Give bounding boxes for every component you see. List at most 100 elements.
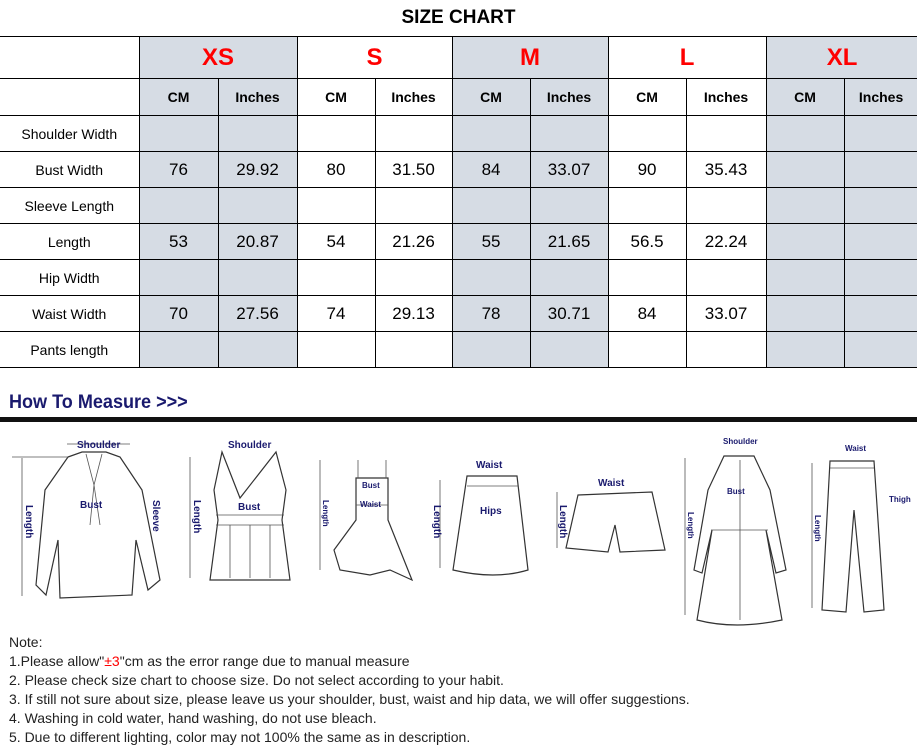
waist-label: Waist — [476, 460, 503, 471]
measurement-cell — [765, 331, 845, 368]
note-item: 1.Please allow"±3"cm as the error range … — [9, 652, 690, 671]
row-label: Length — [0, 223, 140, 260]
note-item: 3. If still not sure about size, please … — [9, 691, 690, 707]
measurement-cell — [451, 187, 531, 224]
waist-label: Waist — [598, 478, 625, 489]
measurement-cell — [843, 187, 917, 224]
length-label: Length — [23, 505, 34, 538]
measurement-cell: 84 — [607, 295, 687, 332]
measurement-cell: 74 — [296, 295, 376, 332]
length-label: Length — [191, 500, 202, 533]
measurement-cell: 29.92 — [217, 151, 298, 188]
measurement-cell — [607, 187, 687, 224]
corner-cell — [0, 36, 140, 79]
measurement-cell — [296, 331, 376, 368]
measurement-cell: 35.43 — [685, 151, 767, 188]
measurement-cell — [529, 115, 609, 152]
measurement-cell — [843, 115, 917, 152]
size-s-header: S — [296, 36, 453, 79]
measurement-cell — [217, 259, 298, 296]
unit-header-cm: CM — [296, 78, 376, 116]
page-title: SIZE CHART — [401, 7, 516, 28]
measurement-cell — [529, 187, 609, 224]
divider — [0, 417, 917, 422]
measurement-cell — [374, 187, 453, 224]
measurement-cell — [607, 115, 687, 152]
measurement-cell: 55 — [451, 223, 531, 260]
bust-label: Bust — [362, 481, 380, 490]
measurement-illustrations: Shoulder Bust Sleeve Length Shoulder Bus… — [12, 437, 911, 626]
pants-illustration: Waist Thigh Length — [811, 444, 911, 613]
measurement-cell: 31.50 — [374, 151, 453, 188]
bust-label: Bust — [238, 502, 261, 513]
unit-header-cm: CM — [138, 78, 219, 116]
waist-label: Waist — [845, 444, 866, 453]
row-label: Bust Width — [0, 151, 140, 188]
measurement-cell: 56.5 — [607, 223, 687, 260]
measurement-cell: 21.26 — [374, 223, 453, 260]
sleeve-label: Sleeve — [150, 500, 161, 532]
measurement-cell: 33.07 — [529, 151, 609, 188]
row-label: Sleeve Length — [0, 187, 140, 224]
measurement-cell — [217, 331, 298, 368]
measurement-cell — [374, 115, 453, 152]
unit-header-cm: CM — [451, 78, 531, 116]
measurement-cell — [451, 331, 531, 368]
table-row: Length 53 20.87 54 21.26 55 21.65 56.5 22.24 — [0, 223, 917, 260]
coat-illustration: Shoulder Bust Length — [684, 437, 787, 626]
measurement-cell — [843, 295, 917, 332]
bust-label: Bust — [727, 487, 745, 496]
unit-header-row: CM Inches CM Inches CM Inches CM Inches CM Inches — [0, 78, 917, 116]
measurement-cell: 33.07 — [685, 295, 767, 332]
unit-header-inches: Inches — [843, 78, 917, 116]
measurement-cell — [138, 187, 219, 224]
shoulder-label: Shoulder — [228, 440, 271, 451]
measurement-cell — [685, 259, 767, 296]
shoulder-label: Shoulder — [77, 440, 120, 451]
size-xs-header: XS — [138, 36, 298, 79]
measurement-cell — [296, 115, 376, 152]
measurement-cell — [685, 115, 767, 152]
skirt-illustration: Waist Hips Length — [431, 460, 529, 576]
measurement-cell: 54 — [296, 223, 376, 260]
corner-cell — [0, 78, 140, 116]
row-label: Pants length — [0, 331, 140, 368]
table-row: Sleeve Length — [0, 187, 917, 224]
length-label: Length — [557, 505, 568, 538]
measurement-cell — [765, 295, 845, 332]
notes-heading: Note: — [9, 634, 43, 650]
size-header-row: XS S M L XL — [0, 36, 917, 79]
measurement-cell — [765, 115, 845, 152]
length-label: Length — [431, 505, 442, 538]
measurement-cell — [607, 331, 687, 368]
measurement-cell — [374, 259, 453, 296]
tank-top-illustration: Shoulder Bust Length — [189, 440, 291, 581]
size-xl-header: XL — [765, 36, 917, 79]
unit-header-inches: Inches — [374, 78, 453, 116]
measurement-cell — [765, 259, 845, 296]
measurement-cell: 84 — [451, 151, 531, 188]
measurement-cell — [765, 187, 845, 224]
size-m-header: M — [451, 36, 609, 79]
measurement-cell — [607, 259, 687, 296]
measurement-cell — [138, 115, 219, 152]
measurement-cell: 20.87 — [217, 223, 298, 260]
measurement-cell — [765, 151, 845, 188]
notes-section: Note: 1.Please allow"±3"cm as the error … — [9, 633, 690, 747]
measurement-cell: 78 — [451, 295, 531, 332]
measurement-cell — [296, 187, 376, 224]
measurement-cell: 70 — [138, 295, 219, 332]
measurement-cell: 90 — [607, 151, 687, 188]
measurement-cell — [843, 151, 917, 188]
table-row: Hip Width — [0, 259, 917, 296]
note-text: "cm as the error range due to manual mea… — [119, 653, 410, 669]
measurement-cell: 29.13 — [374, 295, 453, 332]
table-row: Waist Width 70 27.56 74 29.13 78 30.71 84 33.07 — [0, 295, 917, 332]
dress-illustration: Bust Waist Length — [319, 460, 414, 582]
bust-label: Bust — [80, 500, 103, 511]
measurement-cell — [843, 259, 917, 296]
measurement-cell: 22.24 — [685, 223, 767, 260]
waist-label: Waist — [360, 500, 381, 509]
note-item: 4. Washing in cold water, hand washing, … — [9, 710, 377, 726]
unit-header-inches: Inches — [685, 78, 767, 116]
